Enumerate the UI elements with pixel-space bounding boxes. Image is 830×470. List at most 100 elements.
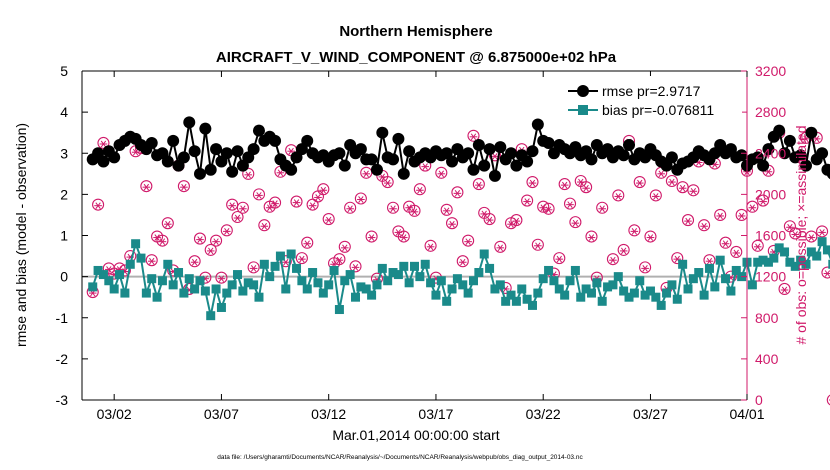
rmse-point xyxy=(247,143,260,156)
bias-point xyxy=(806,247,816,257)
obs-possible-point xyxy=(633,175,646,189)
rmse-point xyxy=(269,134,282,147)
obs-assimilated-point xyxy=(523,198,531,205)
bias-point xyxy=(104,276,114,286)
bias-point xyxy=(517,284,527,294)
obs-assimilated-point xyxy=(737,212,746,220)
rmse-point xyxy=(505,147,518,160)
obs-assimilated-point xyxy=(228,202,236,210)
bias-point xyxy=(120,288,130,298)
obs-assimilated-point xyxy=(244,171,253,179)
obs-mark-stroke xyxy=(261,222,268,230)
rmse-point xyxy=(199,122,212,135)
rmse-point xyxy=(488,169,501,182)
legend-bias-label: bias pr=-0.076811 xyxy=(602,102,714,118)
obs-mark-stroke xyxy=(460,258,466,266)
obs-possible-point xyxy=(295,252,308,265)
obs-assimilated-point xyxy=(389,205,397,213)
obs-possible-point xyxy=(751,239,764,252)
rmse-point xyxy=(816,147,829,160)
chart-title: Northern Hemisphere xyxy=(339,23,492,40)
obs-mark-stroke xyxy=(637,179,643,187)
obs-mark-stroke xyxy=(299,255,305,263)
bias-point xyxy=(780,247,790,257)
obs-mark-stroke xyxy=(492,152,498,160)
obs-assimilated-point xyxy=(416,186,424,194)
obs-assimilated-point xyxy=(324,216,333,224)
obs-mark-stroke xyxy=(653,193,659,200)
bias-point xyxy=(152,292,162,302)
x-tick-label: 03/12 xyxy=(311,406,346,422)
obs-mark-stroke xyxy=(738,212,745,220)
bias-point xyxy=(399,261,409,271)
obs-mark-stroke xyxy=(824,270,830,277)
obs-assimilated-point xyxy=(560,181,569,189)
bias-point xyxy=(238,286,248,296)
bias-point xyxy=(415,272,425,282)
rmse-point xyxy=(483,143,496,156)
bias-point xyxy=(259,259,269,269)
y-tick-label-left: -2 xyxy=(56,351,69,367)
bias-point xyxy=(608,280,618,290)
obs-mark-stroke xyxy=(224,228,230,235)
y-tick-label-right: 1200 xyxy=(755,269,786,285)
obs-mark-stroke xyxy=(159,238,166,246)
obs-mark-stroke xyxy=(717,212,723,220)
obs-possible-point xyxy=(757,194,770,207)
obs-possible-point xyxy=(413,183,426,196)
obs-mark-stroke xyxy=(368,234,375,241)
obs-mark-stroke xyxy=(427,243,434,251)
legend-bias-marker xyxy=(578,105,588,115)
obs-possible-point xyxy=(483,213,496,226)
obs-mark-stroke xyxy=(647,234,654,241)
bias-point xyxy=(93,265,103,275)
obs-mark-stroke xyxy=(352,264,359,271)
bias-point xyxy=(249,280,259,290)
bias-point xyxy=(265,272,275,282)
rmse-point xyxy=(226,165,239,178)
rmse-point xyxy=(542,136,555,149)
legend-rmse-label: rmse pr=2.9717 xyxy=(602,83,701,99)
rmse-point xyxy=(338,159,351,172)
obs-possible-point xyxy=(537,200,550,213)
obs-assimilated-point xyxy=(576,178,585,186)
obs-possible-point xyxy=(290,195,303,208)
obs-assimilated-point xyxy=(405,204,413,212)
obs-mark-stroke xyxy=(165,220,171,228)
bias-point xyxy=(136,253,146,263)
obs-mark-stroke xyxy=(181,183,187,191)
obs-mark-stroke xyxy=(669,178,675,186)
obs-mark-stroke xyxy=(379,173,386,181)
obs-assimilated-point xyxy=(646,234,655,241)
obs-mark-stroke xyxy=(642,265,648,272)
y-axis-label-left: rmse and bias (model - observation) xyxy=(13,123,29,347)
obs-mark-stroke xyxy=(395,229,402,236)
y-tick-label-left: -1 xyxy=(56,310,69,326)
obs-mark-stroke xyxy=(572,219,579,227)
obs-assimilated-point xyxy=(399,234,408,241)
bias-point xyxy=(222,288,232,298)
y-tick-label-left: -3 xyxy=(56,392,69,408)
obs-possible-point xyxy=(231,210,244,224)
obs-assimilated-point xyxy=(357,196,365,203)
bias-point xyxy=(549,276,559,286)
rmse-point xyxy=(762,143,775,156)
bias-point xyxy=(522,294,532,304)
obs-assimilated-point xyxy=(383,179,392,187)
obs-assimilated-point xyxy=(721,240,730,248)
obs-mark-stroke xyxy=(599,205,605,213)
obs-possible-point xyxy=(462,234,475,247)
obs-possible-point xyxy=(542,202,555,215)
bias-point xyxy=(452,274,462,284)
rmse-point xyxy=(757,159,770,172)
obs-assimilated-point xyxy=(534,242,542,250)
bias-point xyxy=(688,274,698,284)
obs-mark-stroke xyxy=(814,135,820,143)
obs-mark-stroke xyxy=(336,256,343,264)
bias-point xyxy=(812,251,822,261)
obs-assimilated-point xyxy=(147,257,156,265)
obs-mark-stroke xyxy=(95,202,101,210)
bias-point xyxy=(533,288,543,298)
obs-possible-point xyxy=(676,181,689,194)
